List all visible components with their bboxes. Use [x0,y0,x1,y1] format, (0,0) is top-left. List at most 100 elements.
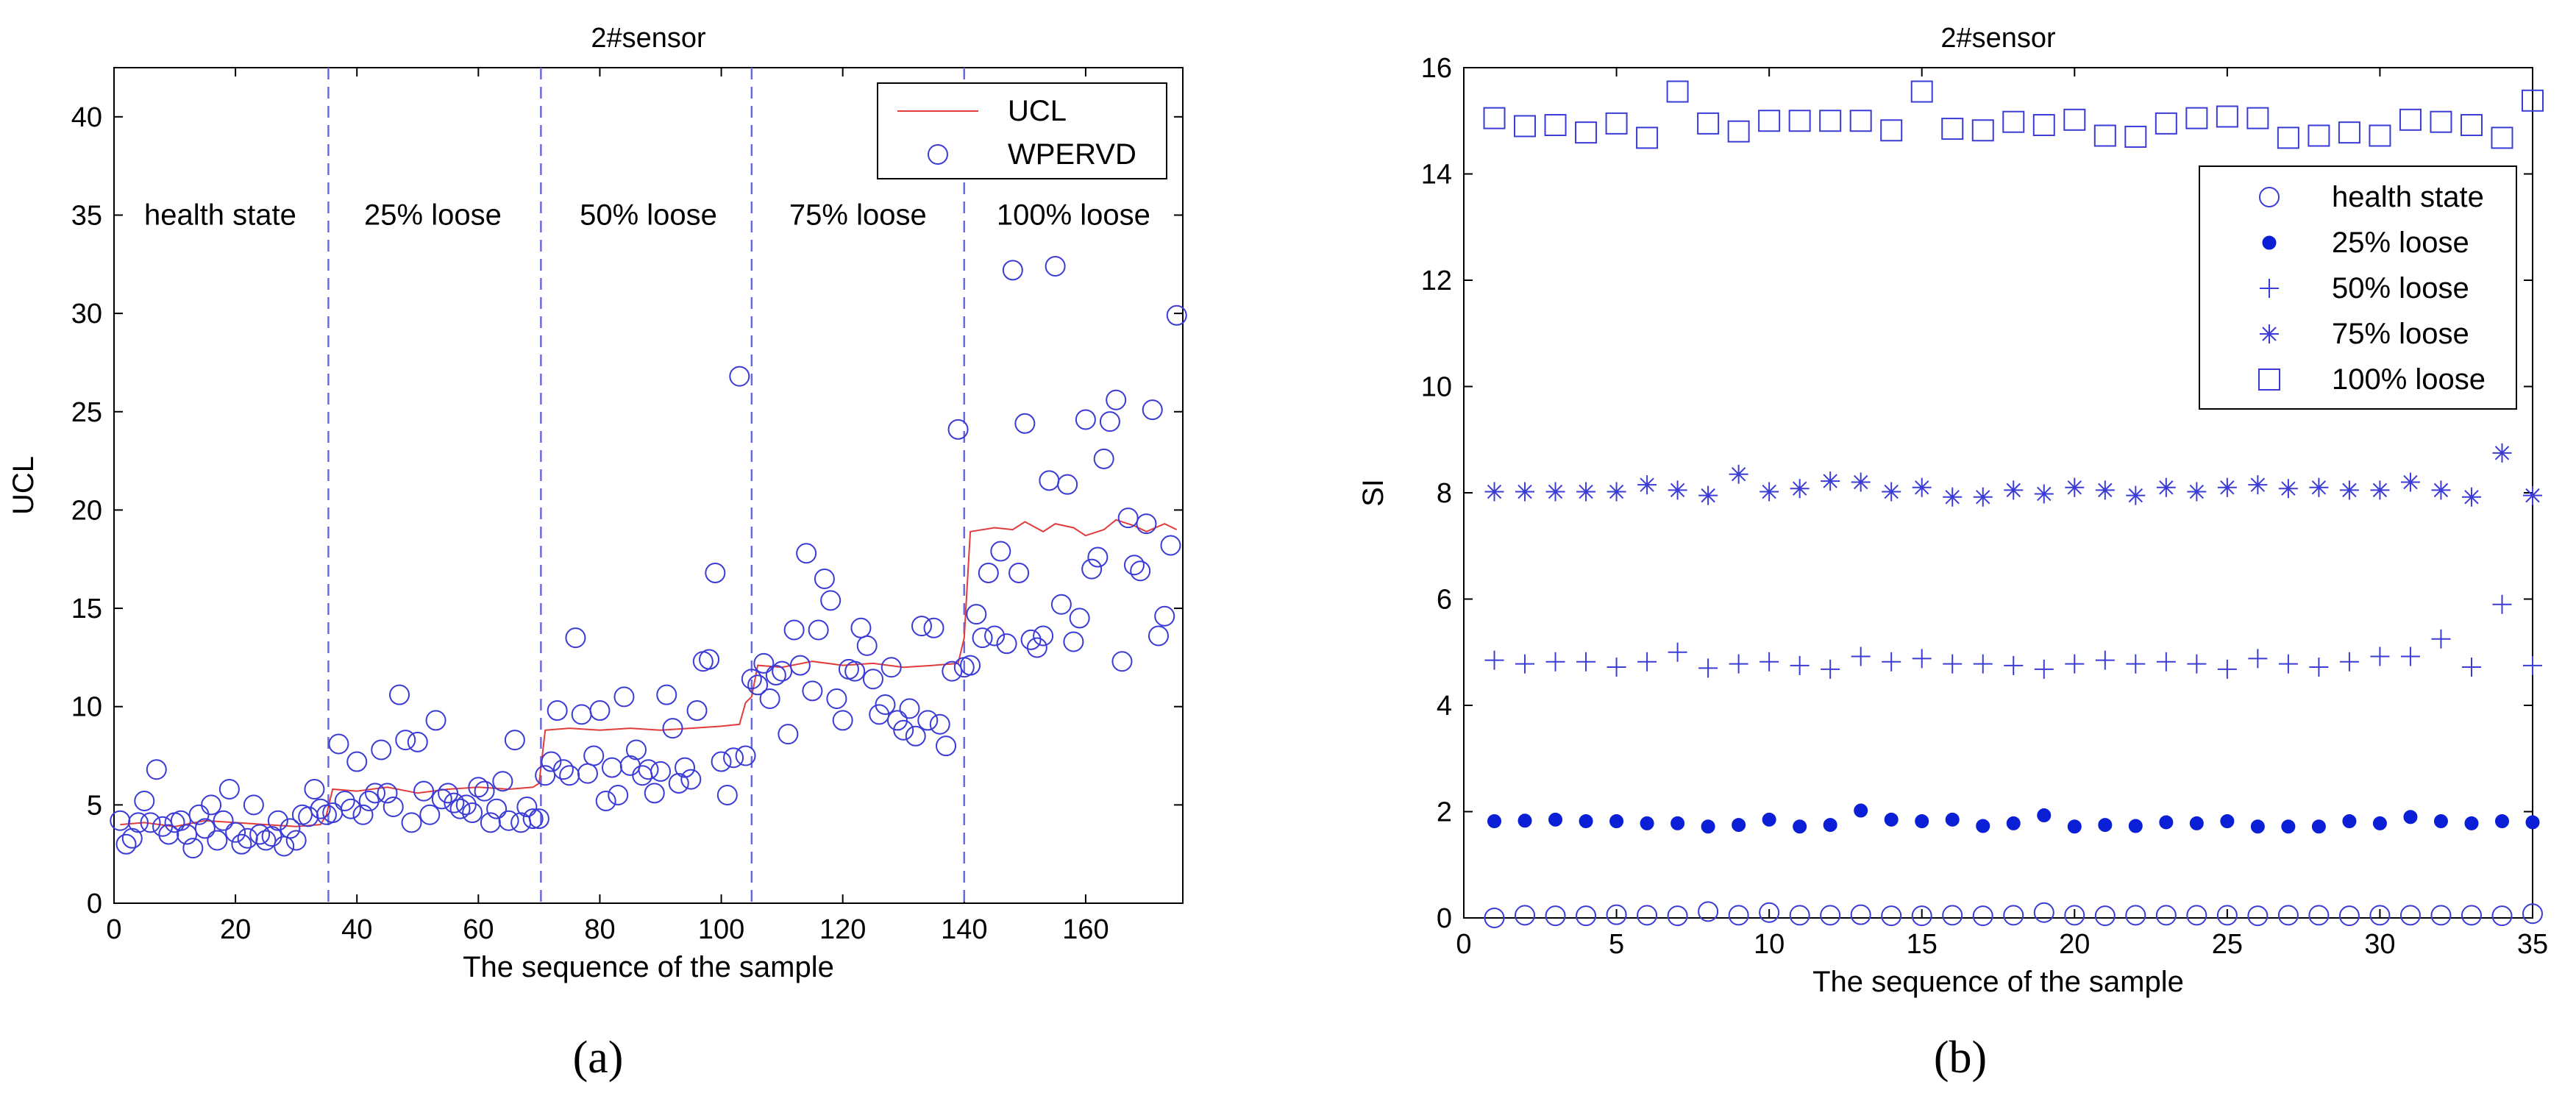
chart-a-wpervd-point [1099,411,1120,432]
chart-a-y-tick-label: 20 [71,495,102,526]
chart-a-wpervd-point [1057,474,1078,495]
chart-b-100-loose-point [2430,110,2452,133]
chart-a-legend-ucl-label: UCL [1008,95,1067,127]
chart-a-wpervd-point [656,684,677,705]
chart-b-50-loose-point [1698,658,1718,678]
chart-a-wpervd-point [528,808,549,830]
chart-a-region-label: 75% loose [789,199,927,231]
chart-a-wpervd-point [893,719,914,741]
chart-a-wpervd-point [1160,535,1181,556]
chart-b-100-loose-point [1758,110,1781,132]
chart-b-50-loose-point [1668,642,1687,662]
chart-a-wpervd-point [650,761,672,782]
chart-a-wpervd-point [1148,625,1169,647]
chart-a-wpervd-point [352,804,374,825]
chart-b-y-tick-label: 2 [1437,797,1452,828]
chart-b-50-loose-point [2523,655,2542,675]
chart-b-50-loose-point [2034,659,2054,679]
chart-b-25-loose-point [1854,803,1868,818]
chart-b-50-loose-point [2065,654,2085,674]
chart-a-wpervd-point [996,633,1017,655]
chart-b-50-loose-point [2004,655,2024,675]
chart-b-25-loose-point [2250,819,2265,834]
chart-a-wpervd-point [814,568,835,589]
chart-a-wpervd-point [686,700,708,722]
chart-b-25-loose-point [2189,816,2204,830]
chart-b-100-loose-point [2002,110,2025,133]
chart-b-75-loose-point [1637,475,1657,495]
chart-b-health-state-point [2399,905,2421,926]
chart-a-wpervd-point [218,778,240,799]
chart-a-wpervd-point [285,830,307,851]
chart-a-wpervd-point [875,694,896,716]
chart-a-wpervd-point [869,704,890,725]
chart-b-75-loose-point [2156,477,2176,497]
chart-a-y-tick-label: 40 [71,102,102,133]
chart-b-25-loose-point [1732,818,1746,833]
chart-b-75-loose-point [1576,482,1596,502]
chart-b-50-loose-point [1637,652,1657,672]
chart-a-wpervd-point [1166,305,1187,326]
chart-a-y-tick-label: 0 [87,888,102,919]
chart-b-25-loose-point [2220,814,2235,829]
chart-a-wpervd-point [255,830,277,851]
chart-a-wpervd-point [844,660,866,682]
chart-b-health-state-point [2094,905,2116,927]
chart-a-x-tick-label: 60 [463,914,494,945]
chart-a-y-axis-label: UCL [7,456,40,515]
chart-b-100-loose-point [2063,108,2086,131]
chart-b-25-loose-point [2098,818,2113,833]
chart-b-75-loose-point [2065,477,2085,497]
chart-b-legend-label: health state [2332,181,2484,213]
chart-a-wpervd-point [1020,629,1042,650]
chart-a-wpervd-point [1111,651,1133,672]
chart-a-legend: UCL WPERVD [877,82,1167,179]
chart-a-wpervd-point [1002,260,1023,281]
chart-b-25-loose-point [1823,818,1837,833]
chart-b-50-loose-point [1821,659,1840,679]
chart-b-health-state-point [1576,905,1597,927]
chart-a-wpervd-point [468,777,489,798]
chart-b-legend-swatch [2260,324,2279,343]
chart-a-wpervd-point [115,833,137,855]
chart-b-100-loose-point [2338,121,2360,144]
chart-a-wpervd-point [358,791,380,812]
chart-b-50-loose-point [2095,650,2115,670]
chart-b-health-state-point [1515,905,1536,926]
chart-b-50-loose-point [2370,647,2390,666]
chart-a-wpervd-point [425,710,446,731]
chart-a-wpervd-point [1075,409,1096,430]
chart-b-75-loose-point [2431,480,2451,500]
chart-b-75-loose-point [1698,485,1718,505]
chart-b-y-axis-label: SI [1357,479,1390,507]
chart-b-100-loose-point [1544,114,1567,137]
chart-b-50-loose-point [1515,654,1535,674]
chart-a-x-tick-label: 120 [819,914,866,945]
chart-b-50-loose-point [1912,649,1932,669]
chart-b-health-state-point [2369,905,2391,926]
chart-b-health-state-point [1850,904,1871,925]
chart-b-100-loose-point [2093,124,2116,147]
chart-a-wpervd-point [960,655,981,676]
chart-a-wpervd-point [705,562,726,583]
chart-b-100-loose-point [2124,125,2147,148]
chart-b-75-loose-point [1668,480,1687,500]
chart-b-25-loose-point [2281,819,2296,834]
chart-b-50-loose-point [2461,657,2481,677]
chart-a-wpervd-point [1087,546,1109,568]
chart-a-wpervd-point [1093,448,1114,469]
chart-b-75-loose-point [2034,484,2054,504]
chart-b-legend-swatch [2260,279,2279,298]
chart-a-wpervd-point [936,736,957,757]
chart-b-health-state-point [2308,905,2330,926]
chart-a-wpervd-point [346,751,368,772]
chart-a-wpervd-point [911,616,933,637]
chart-a-wpervd-point [880,657,902,678]
chart-b-75-loose-point [2339,480,2359,500]
chart-a-wpervd-point [1026,637,1047,658]
chart-b-100-loose-point [2216,105,2238,128]
chart-b-25-loose-point [1976,819,1990,833]
chart-b-75-loose-point [2126,485,2146,505]
chart-b-health-state-point [1942,905,1963,926]
